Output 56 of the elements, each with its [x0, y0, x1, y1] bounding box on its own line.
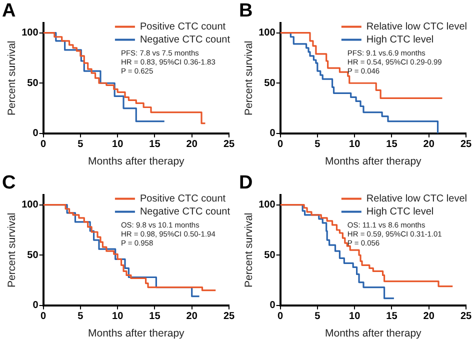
y-tick-label: 0	[32, 128, 39, 140]
x-axis-title: Months after therapy	[324, 156, 422, 168]
x-tick-label: 0	[40, 139, 47, 150]
x-tick-label: 0	[40, 311, 47, 322]
legend-label: Positive CTC count	[140, 22, 226, 33]
x-tick-label: 10	[349, 311, 361, 322]
legend-label: Positive CTC count	[140, 194, 226, 205]
legend-label: Relative low CTC level	[366, 22, 468, 33]
x-tick-label: 15	[386, 311, 398, 322]
y-tick-label: 50	[264, 250, 276, 261]
y-tick-label: 50	[27, 250, 39, 261]
x-tick-label: 5	[78, 139, 84, 150]
y-tick-label: 100	[258, 28, 276, 39]
x-tick-label: 15	[149, 311, 161, 322]
y-axis-title: Percent survival	[243, 212, 256, 288]
legend-label: Negative CTC count	[140, 34, 230, 46]
y-tick-label: 100	[22, 28, 39, 39]
x-tick-label: 20	[186, 311, 198, 322]
chart-title: D	[239, 172, 253, 194]
y-tick-label: 100	[22, 200, 39, 211]
y-tick-label: 50	[27, 78, 39, 89]
x-tick-label: 20	[423, 311, 435, 322]
legend-label: Negative CTC count	[140, 206, 230, 218]
x-tick-label: 20	[186, 139, 198, 150]
x-tick-label: 0	[278, 139, 284, 150]
x-tick-label: 5	[78, 311, 84, 322]
x-tick-label: 25	[223, 139, 235, 150]
x-tick-label: 20	[423, 139, 435, 150]
y-axis-title: Percent survival	[6, 212, 18, 288]
x-tick-label: 10	[112, 311, 124, 322]
y-tick-label: 50	[264, 78, 276, 89]
y-tick-label: 100	[258, 200, 276, 211]
y-axis-title: Percent survival	[6, 40, 18, 116]
x-tick-label: 15	[386, 139, 398, 150]
x-axis-title: Months after therapy	[88, 156, 186, 168]
legend-label: Relative low CTC level	[366, 194, 468, 205]
legend-label: High CTC level	[366, 34, 434, 46]
y-tick-label: 0	[32, 300, 39, 312]
y-axis-title: Percent survival	[243, 40, 256, 116]
chart-title: B	[239, 0, 253, 22]
x-tick-label: 0	[278, 311, 284, 322]
x-tick-label: 15	[149, 139, 161, 150]
x-tick-label: 25	[460, 311, 472, 322]
y-tick-label: 0	[270, 300, 276, 312]
x-axis-title: Months after therapy	[88, 328, 186, 340]
chart-title: C	[2, 172, 16, 194]
x-tick-label: 10	[112, 139, 124, 150]
legend-label: High CTC level	[366, 206, 434, 218]
x-tick-label: 10	[349, 139, 361, 150]
y-tick-label: 0	[270, 128, 276, 140]
x-tick-label: 5	[314, 311, 321, 322]
x-axis-title: Months after therapy	[324, 328, 422, 340]
x-tick-label: 5	[314, 139, 321, 150]
x-tick-label: 25	[223, 311, 235, 322]
chart-title: A	[2, 0, 16, 22]
x-tick-label: 25	[460, 139, 472, 150]
